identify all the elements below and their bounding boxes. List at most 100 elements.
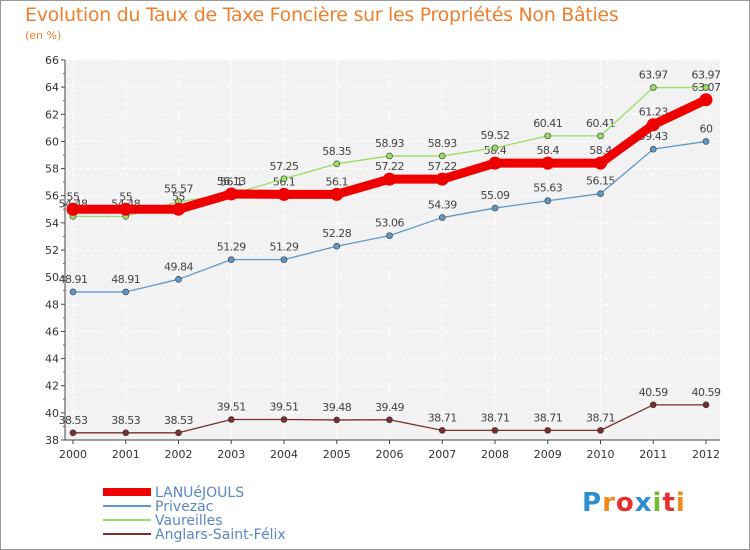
data-label: 56.15: [586, 175, 615, 188]
data-point: [224, 187, 238, 201]
legend-label: LANUéJOULS: [155, 485, 244, 501]
y-tick-label: 44: [45, 353, 59, 366]
series-lanu-jouls: [66, 93, 713, 216]
proxiti-logo: Proxiti: [582, 488, 686, 518]
data-point: [597, 132, 604, 140]
data-label: 48.91: [59, 273, 88, 286]
legend-label: Vaureilles: [155, 513, 223, 529]
x-tick-label: 2002: [165, 448, 193, 461]
data-point: [491, 427, 499, 434]
data-point: [69, 288, 77, 296]
data-label: 56.13: [217, 175, 246, 188]
data-point: [333, 416, 341, 424]
data-label: 58.35: [322, 145, 351, 158]
data-label: 55.63: [533, 182, 562, 195]
data-label: 61.23: [639, 106, 668, 119]
x-tick-label: 2005: [323, 448, 351, 461]
data-label: 56.1: [220, 175, 243, 188]
data-point: [438, 427, 446, 434]
data-point: [277, 187, 291, 201]
logo-letter: o: [615, 488, 635, 518]
data-point: [280, 416, 288, 423]
y-tick-label: 38: [45, 434, 59, 447]
x-tick-label: 2006: [376, 448, 404, 461]
data-label: 38.53: [164, 414, 193, 427]
data-point: [438, 152, 446, 160]
data-label: 49.84: [164, 260, 193, 273]
data-label: 48.91: [111, 273, 140, 286]
data-label: 39.51: [217, 401, 246, 414]
y-tick-label: 60: [45, 135, 59, 148]
data-point: [227, 256, 235, 263]
data-point: [330, 187, 344, 201]
data-point: [386, 232, 393, 239]
data-point: [646, 118, 660, 132]
data-point: [594, 156, 607, 170]
data-label: 55: [67, 190, 80, 203]
data-label: 53.06: [375, 217, 404, 230]
y-tick-label: 54: [45, 217, 59, 230]
data-label: 57.22: [375, 160, 404, 173]
y-tick-label: 50: [45, 271, 59, 284]
series-privezac: [69, 138, 710, 296]
x-tick-label: 2007: [428, 448, 456, 461]
data-label: 38.71: [533, 411, 562, 424]
data-label: 38.53: [59, 414, 88, 427]
data-label: 39.49: [375, 401, 404, 414]
y-tick-label: 40: [45, 407, 59, 420]
legend-label: Privezac: [155, 499, 213, 515]
series-anglars-saint-f-lix: [69, 401, 710, 437]
data-point: [122, 288, 130, 296]
data-label: 63.97: [639, 69, 668, 82]
x-tick-label: 2012: [692, 448, 720, 461]
data-label: 55.09: [481, 189, 510, 202]
logo-letter: r: [602, 488, 616, 518]
logo-letter: x: [634, 488, 653, 518]
data-point: [333, 160, 341, 168]
data-point: [649, 145, 657, 153]
data-label: 51.29: [217, 241, 246, 254]
data-point: [699, 93, 713, 107]
x-tick-label: 2003: [217, 448, 245, 461]
data-point: [280, 256, 288, 263]
x-tick-label: 2001: [112, 448, 140, 461]
data-label: 58.4: [537, 144, 560, 157]
data-label: 58.93: [428, 137, 457, 150]
x-tick-label: 2000: [59, 448, 87, 461]
data-label: 51.29: [270, 241, 299, 254]
x-tick-label: 2008: [481, 448, 509, 461]
chart-title: Evolution du Taux de Taxe Foncière sur l…: [25, 4, 619, 26]
data-point: [491, 144, 499, 152]
data-point: [122, 429, 130, 437]
y-tick-label: 58: [45, 163, 59, 176]
data-label: 56.1: [326, 175, 349, 188]
logo-letter: i: [652, 488, 663, 518]
data-point: [702, 84, 710, 91]
data-point: [175, 276, 182, 283]
data-label: 55: [119, 190, 132, 203]
data-label: 55.57: [164, 183, 193, 196]
data-point: [597, 190, 604, 197]
data-point: [280, 175, 288, 183]
data-point: [66, 202, 80, 216]
data-label: 38.53: [111, 414, 140, 427]
data-label: 52.28: [322, 227, 351, 240]
data-point: [488, 156, 502, 170]
y-tick-label: 42: [45, 380, 59, 393]
data-label: 40.59: [639, 386, 668, 399]
data-label: 39.51: [270, 401, 299, 414]
data-point: [435, 172, 449, 186]
data-label: 63.97: [692, 69, 721, 82]
y-tick-label: 64: [45, 81, 59, 94]
data-label: 55: [172, 190, 185, 203]
data-label: 57.25: [270, 160, 299, 173]
data-point: [649, 84, 657, 91]
data-point: [175, 429, 182, 437]
data-point: [544, 427, 552, 434]
y-tick-label: 46: [45, 325, 59, 338]
y-tick-label: 62: [45, 108, 59, 121]
data-point: [438, 214, 446, 221]
logo-letter: P: [582, 488, 603, 518]
logo-letter: i: [675, 488, 686, 518]
